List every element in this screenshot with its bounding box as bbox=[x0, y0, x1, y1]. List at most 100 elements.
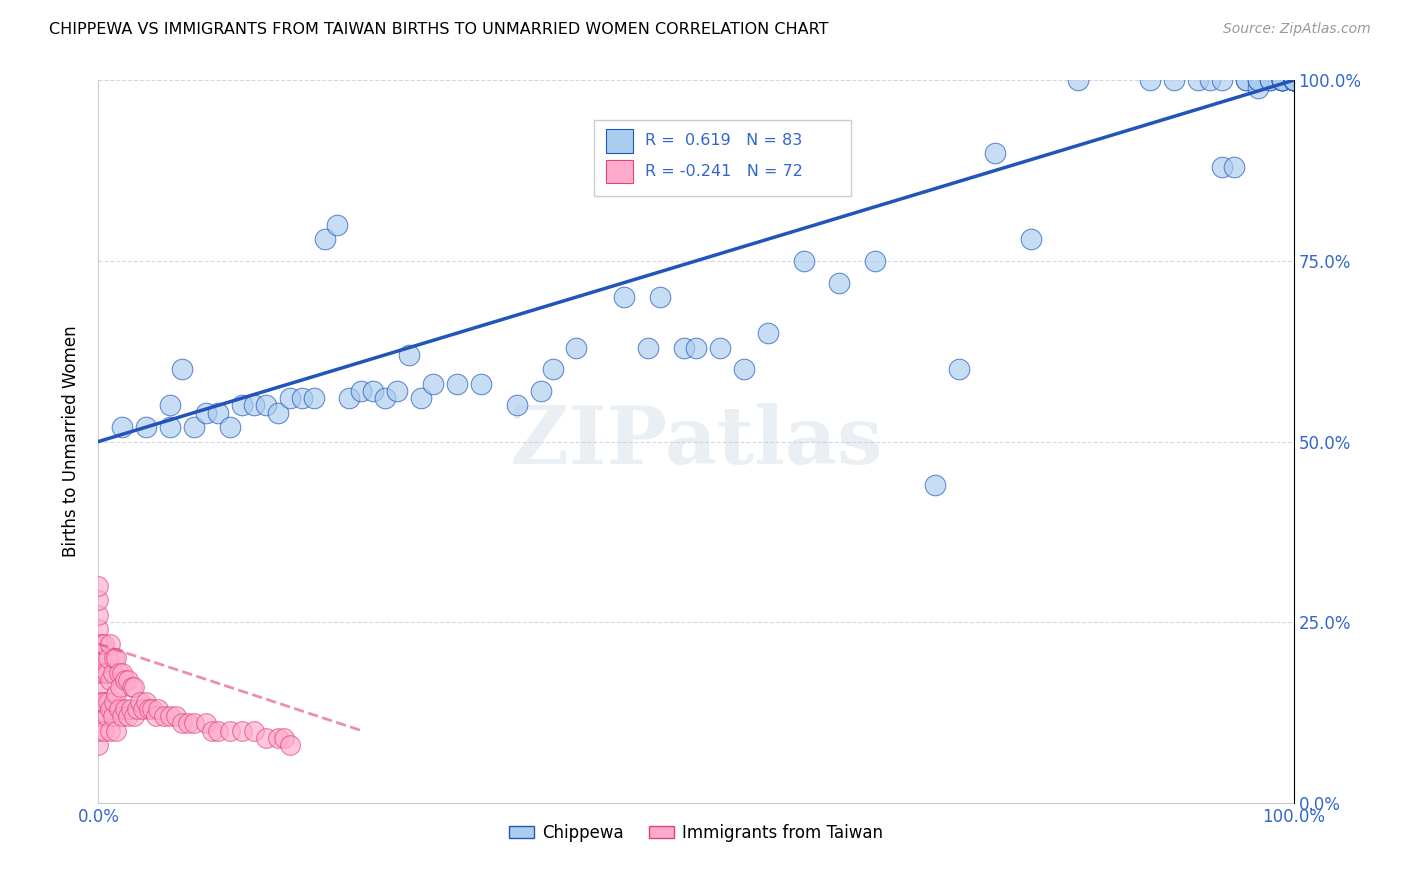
Point bbox=[105, 651, 128, 665]
Point bbox=[1271, 73, 1294, 87]
Point bbox=[87, 607, 110, 622]
Point bbox=[93, 637, 115, 651]
Point bbox=[111, 665, 134, 680]
Point bbox=[267, 406, 290, 420]
Point bbox=[302, 391, 325, 405]
Point bbox=[195, 406, 218, 420]
Point bbox=[1282, 73, 1305, 87]
Point bbox=[87, 651, 110, 665]
Y-axis label: Births to Unmarried Women: Births to Unmarried Women bbox=[62, 326, 80, 558]
Point bbox=[131, 702, 153, 716]
Point bbox=[219, 723, 242, 738]
Point bbox=[231, 723, 253, 738]
Point bbox=[984, 145, 1007, 160]
Point bbox=[207, 723, 229, 738]
Point bbox=[278, 391, 301, 405]
Text: R = -0.241   N = 72: R = -0.241 N = 72 bbox=[644, 164, 803, 178]
Point bbox=[1139, 73, 1161, 87]
Point bbox=[613, 290, 636, 304]
Point bbox=[165, 709, 187, 723]
Point bbox=[756, 326, 779, 340]
Point bbox=[103, 695, 125, 709]
Point bbox=[1223, 160, 1246, 174]
Point bbox=[114, 673, 136, 687]
Point bbox=[98, 702, 122, 716]
Point bbox=[125, 702, 148, 716]
Point bbox=[98, 723, 122, 738]
Point bbox=[315, 232, 337, 246]
Point bbox=[278, 738, 301, 752]
Point bbox=[87, 593, 110, 607]
Point bbox=[411, 391, 433, 405]
Point bbox=[145, 709, 167, 723]
Point bbox=[924, 478, 946, 492]
Point bbox=[648, 290, 672, 304]
Point bbox=[97, 695, 120, 709]
Point bbox=[363, 384, 385, 398]
Point bbox=[506, 398, 529, 412]
Point bbox=[385, 384, 409, 398]
Point bbox=[1282, 73, 1305, 87]
Point bbox=[172, 716, 194, 731]
Point bbox=[138, 702, 160, 716]
Point bbox=[114, 702, 136, 716]
Point bbox=[108, 680, 131, 694]
Point bbox=[105, 723, 128, 738]
Point bbox=[87, 723, 110, 738]
Point bbox=[1282, 73, 1305, 87]
Point bbox=[90, 651, 112, 665]
Point bbox=[124, 680, 146, 694]
Point bbox=[1282, 73, 1305, 87]
Point bbox=[87, 709, 110, 723]
Point bbox=[97, 651, 120, 665]
Point bbox=[637, 341, 659, 355]
Point bbox=[117, 709, 139, 723]
Point bbox=[129, 695, 152, 709]
Point bbox=[565, 341, 588, 355]
Point bbox=[1282, 73, 1305, 87]
Point bbox=[398, 348, 420, 362]
Point bbox=[98, 637, 122, 651]
Text: CHIPPEWA VS IMMIGRANTS FROM TAIWAN BIRTHS TO UNMARRIED WOMEN CORRELATION CHART: CHIPPEWA VS IMMIGRANTS FROM TAIWAN BIRTH… bbox=[49, 22, 828, 37]
Point bbox=[207, 406, 229, 420]
Point bbox=[111, 420, 134, 434]
Point bbox=[135, 695, 157, 709]
Point bbox=[195, 716, 218, 731]
Point bbox=[120, 702, 142, 716]
Point bbox=[87, 623, 110, 637]
Point bbox=[105, 687, 128, 701]
Point bbox=[87, 738, 110, 752]
Point bbox=[183, 420, 205, 434]
Point bbox=[135, 420, 157, 434]
Point bbox=[254, 398, 277, 412]
Point bbox=[107, 702, 129, 716]
Point bbox=[243, 723, 266, 738]
Point bbox=[273, 731, 295, 745]
Point bbox=[177, 716, 200, 731]
Point bbox=[326, 218, 349, 232]
Point bbox=[87, 579, 110, 593]
Point bbox=[172, 362, 194, 376]
Point bbox=[1019, 232, 1042, 246]
Point bbox=[111, 709, 134, 723]
Point bbox=[1282, 73, 1305, 87]
Point bbox=[1247, 73, 1270, 87]
Point bbox=[91, 695, 114, 709]
Point bbox=[1282, 73, 1305, 87]
FancyBboxPatch shape bbox=[606, 129, 633, 153]
Point bbox=[93, 665, 115, 680]
Point bbox=[98, 673, 122, 687]
Point bbox=[1067, 73, 1090, 87]
Point bbox=[87, 665, 110, 680]
Point bbox=[90, 709, 112, 723]
Point bbox=[183, 716, 205, 731]
Point bbox=[141, 702, 163, 716]
Point bbox=[1258, 73, 1281, 87]
Text: Source: ZipAtlas.com: Source: ZipAtlas.com bbox=[1223, 22, 1371, 37]
Point bbox=[339, 391, 361, 405]
Point bbox=[1258, 73, 1281, 87]
Point bbox=[159, 420, 181, 434]
Point bbox=[1282, 73, 1305, 87]
Point bbox=[159, 398, 181, 412]
Point bbox=[124, 709, 146, 723]
